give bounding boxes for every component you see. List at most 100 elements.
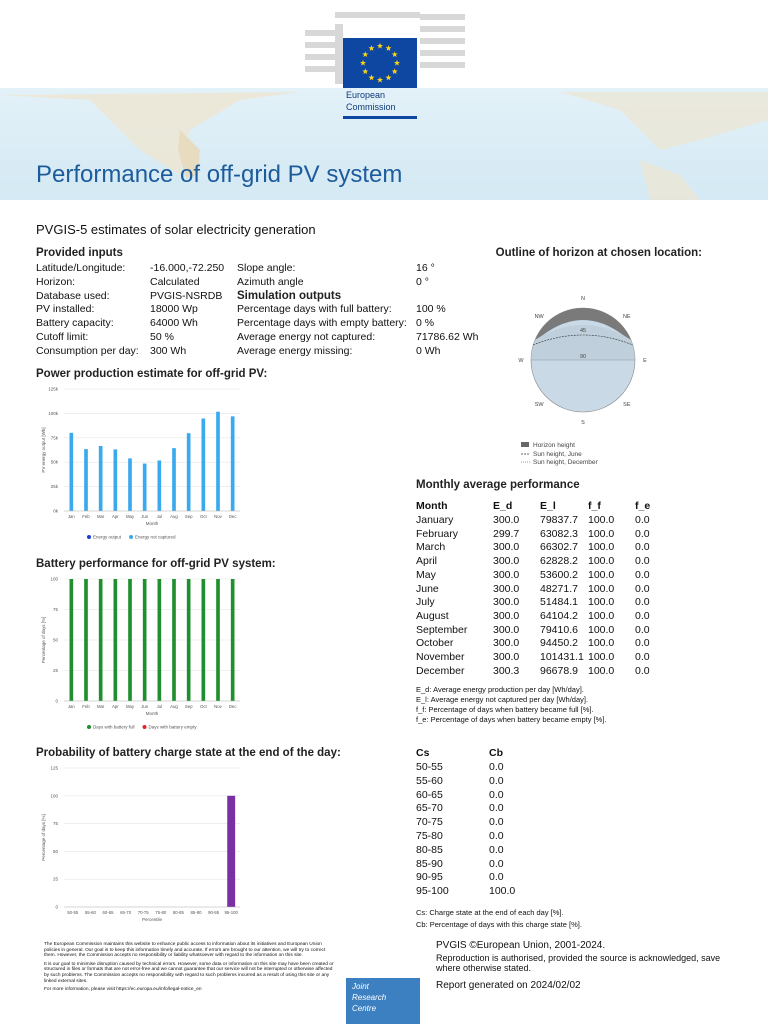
y-tick-label: 75 <box>53 821 59 826</box>
input-label: Cutoff limit: <box>36 331 89 343</box>
legend-marker <box>142 725 147 729</box>
section-heading: Simulation outputs <box>237 289 342 302</box>
y-tick-label: 50 <box>53 849 59 854</box>
flag-star <box>368 74 375 81</box>
table-cell: July <box>416 596 435 609</box>
compass-label: SE <box>623 402 631 408</box>
x-tick-label: Nov <box>214 514 222 519</box>
table-cell: 53600.2 <box>540 568 578 581</box>
x-tick-label: May <box>126 514 135 519</box>
legend-label: Horizon height <box>533 442 575 449</box>
x-tick-label: Oct <box>200 704 207 709</box>
table-cell: 0.0 <box>635 596 650 609</box>
table-cell: May <box>416 568 436 581</box>
x-tick-label: Mar <box>97 704 105 709</box>
x-tick-label: Feb <box>82 704 90 709</box>
table-cell: 100.0 <box>588 596 615 609</box>
table-cell: 0.0 <box>489 843 504 856</box>
flag-star <box>376 42 384 49</box>
output-label: Average energy missing: <box>237 344 353 357</box>
input-label: Horizon: <box>36 275 76 288</box>
chart-title: Battery performance for off-grid PV syst… <box>36 558 276 570</box>
table-cell: 100.0 <box>588 527 615 540</box>
table-cell: 0.0 <box>489 871 504 884</box>
bar <box>69 432 74 511</box>
table-cell: November <box>416 651 465 663</box>
y-tick-label: 50 <box>53 638 59 643</box>
x-axis-label: Month <box>146 521 159 526</box>
flag-star <box>376 76 384 83</box>
table-cell: 300.0 <box>493 623 520 636</box>
table-cell: 100.0 <box>588 609 615 622</box>
x-tick-label: Aug <box>170 704 178 709</box>
bar <box>128 458 132 511</box>
table-note: E_l: Average energy not captured per day… <box>416 695 589 704</box>
bar <box>84 579 88 701</box>
table-cell: 0.0 <box>489 761 504 773</box>
table-cell: 300.0 <box>493 568 520 581</box>
page-title: Performance of off-grid PV system <box>36 161 402 188</box>
horizon-diagram: N NE E SE S SW W NW 45 90 Horizon height Sun heig… <box>518 296 647 466</box>
bar <box>230 579 235 701</box>
table-cell: 100.0 <box>588 514 615 526</box>
table-header: Cb <box>489 747 503 759</box>
table-cell: 300.0 <box>493 637 520 650</box>
table-cell: 62828.2 <box>540 555 578 568</box>
chart-title: Power production estimate for off-grid P… <box>36 368 268 380</box>
y-tick-label: 25 <box>53 668 59 673</box>
table-cell: February <box>416 527 459 540</box>
y-tick-label: 100 <box>50 793 58 798</box>
input-value: 0 ° <box>416 275 429 288</box>
table-header: E_l <box>540 500 556 512</box>
x-tick-label: 85-90 <box>191 910 203 915</box>
input-value: 300 Wh <box>150 344 187 357</box>
disclaimer: The European Commission maintains this w… <box>44 942 336 996</box>
legend-marker <box>87 725 91 729</box>
table-cell: 300.0 <box>493 651 520 663</box>
output-label: Percentage days with full battery: <box>237 303 392 316</box>
table-cell: 0.0 <box>635 623 650 636</box>
section-heading: Outline of horizon at chosen location: <box>495 247 702 259</box>
table-cell: 0.0 <box>635 664 650 677</box>
chart-title: Probability of battery charge state at t… <box>36 747 341 759</box>
ring-label: 90 <box>580 354 586 360</box>
output-value: 71786.62 Wh <box>416 331 479 343</box>
legend-label: Sun height, June <box>533 451 582 458</box>
x-tick-label: Jan <box>68 514 76 519</box>
legend-label: Days with battery full <box>93 725 135 730</box>
table-note: Cb: Percentage of days with this charge … <box>416 920 582 929</box>
table-cell: 0.0 <box>635 541 650 554</box>
table-cell: 55-60 <box>416 774 443 787</box>
output-label: Average energy not captured: <box>237 331 376 343</box>
x-tick-label: Sep <box>185 514 193 519</box>
compass-label: E <box>643 358 647 364</box>
bar <box>113 579 118 701</box>
x-tick-label: Apr <box>112 514 119 519</box>
flag-star <box>362 51 369 58</box>
input-value: 18000 Wp <box>150 303 198 316</box>
logo-text: Commission <box>346 102 396 112</box>
bar <box>128 579 132 701</box>
input-value: 16 ° <box>416 262 435 274</box>
y-tick-label: 125 <box>50 766 58 771</box>
section-heading: Monthly average performance <box>416 479 580 491</box>
bar <box>98 445 103 511</box>
table-cell: 79410.6 <box>540 623 578 636</box>
x-tick-label: Apr <box>112 704 119 709</box>
table-cell: 0.0 <box>635 609 650 622</box>
x-tick-label: 65-70 <box>120 910 132 915</box>
table-cell: 96678.9 <box>540 664 578 677</box>
chart: 0 25 50 75 100 Percentage of days [%] Jan Feb Ma… <box>41 577 240 730</box>
flag-star <box>362 68 369 75</box>
bar <box>216 411 220 511</box>
table-cell: 0.0 <box>489 830 504 842</box>
table-cell: 300.0 <box>493 596 520 609</box>
x-tick-label: Jun <box>141 514 149 519</box>
table-cell: September <box>416 623 468 636</box>
flag-star <box>359 59 367 66</box>
x-tick-label: Nov <box>214 704 222 709</box>
output-value: 0 % <box>416 317 435 330</box>
y-tick-label: 50k <box>51 460 59 465</box>
table-cell: 100.0 <box>588 637 615 650</box>
x-tick-label: Feb <box>82 514 90 519</box>
